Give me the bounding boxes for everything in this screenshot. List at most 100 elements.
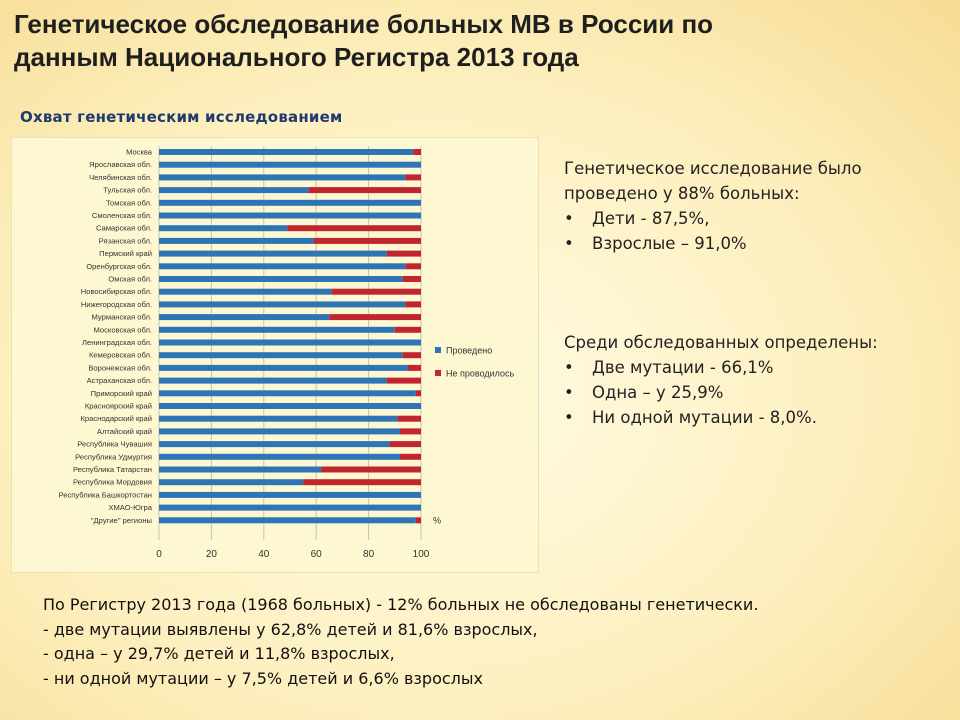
list-item: • Две мутации - 66,1% xyxy=(564,355,944,380)
bullet-icon: • xyxy=(564,209,574,228)
bar-segment xyxy=(402,352,421,359)
bar-segment xyxy=(405,263,421,270)
bar-segment xyxy=(415,517,421,524)
bar-segment xyxy=(159,517,416,524)
bar-segment xyxy=(159,377,387,384)
category-label: Новосибирская обл. xyxy=(81,287,152,296)
bar-segment xyxy=(159,225,288,232)
category-label: Самарская обл. xyxy=(96,224,152,233)
list-item: • Взрослые – 91,0% xyxy=(564,231,944,256)
category-label: Республика Чувашия xyxy=(77,440,152,449)
bar-segment xyxy=(159,288,332,295)
unit-label: % xyxy=(433,515,441,525)
category-label: Омская обл. xyxy=(108,275,152,284)
bar-segment xyxy=(159,149,414,155)
list-item-text: Дети - 87,5%, xyxy=(592,209,710,228)
x-tick-label: 20 xyxy=(206,549,218,560)
bar-segment xyxy=(400,428,421,435)
bar-segment xyxy=(287,225,421,232)
bar-segment xyxy=(159,276,403,282)
list-item: • Дети - 87,5%, xyxy=(564,206,944,231)
list-item-text: Одна – у 25,9% xyxy=(592,383,724,402)
category-label: Ленинградская обл. xyxy=(82,338,152,347)
bar-segment xyxy=(415,390,421,397)
bar-segment xyxy=(303,479,421,486)
registry-note-line: - одна – у 29,7% детей и 11,8% взрослых, xyxy=(43,644,395,663)
bar-segment xyxy=(159,250,387,257)
bar-segment xyxy=(159,390,416,397)
stacked-bar-chart: Москва Ярославская обл. Челябинская обл. Ту… xyxy=(59,146,515,560)
category-label: Приморский край xyxy=(91,389,152,398)
category-label: Томская обл. xyxy=(106,198,152,207)
bar-segment xyxy=(389,441,421,448)
bar-segment xyxy=(159,237,314,244)
x-tick-label: 100 xyxy=(413,549,430,560)
bar-segment xyxy=(159,314,330,321)
registry-note-line: - ни одной мутации – у 7,5% детей и 6,6%… xyxy=(43,668,483,688)
x-tick-label: 80 xyxy=(363,549,375,560)
bar-segment xyxy=(159,453,401,460)
bar-segment xyxy=(405,301,421,308)
bar-segment xyxy=(402,276,421,282)
category-label: Республика Татарстан xyxy=(73,465,152,474)
category-label: Республика Удмуртия xyxy=(75,452,152,461)
bar-segment xyxy=(405,174,421,181)
category-label: Смоленская обл. xyxy=(92,211,152,220)
bar-segment xyxy=(386,377,421,384)
list-item: • Ни одной мутации - 8,0%. xyxy=(564,405,944,430)
chart-heading: Охват генетическим исследованием xyxy=(20,108,343,126)
x-tick-label: 60 xyxy=(311,549,323,560)
bar-segment xyxy=(159,441,390,448)
slide-title-line-2: данным Национального Регистра 2013 года xyxy=(14,42,579,72)
coverage-summary: Генетическое исследование было проведено… xyxy=(564,156,944,256)
category-label: Оренбургская обл. xyxy=(86,262,152,271)
list-item-text: Две мутации - 66,1% xyxy=(592,358,774,377)
bar-segment xyxy=(159,479,304,486)
bullet-icon: • xyxy=(564,358,574,377)
bar-segment xyxy=(407,364,421,371)
category-label: Кемеровская обл. xyxy=(89,351,152,360)
category-label: Ярославская обл. xyxy=(89,160,152,169)
legend-label: Проведено xyxy=(446,346,492,356)
category-label: Нижегородская обл. xyxy=(81,300,152,309)
list-item-text: Взрослые – 91,0% xyxy=(592,234,747,253)
bar-segment xyxy=(397,415,421,422)
category-label: Московская обл. xyxy=(93,325,152,334)
category-label: Краснодарский край xyxy=(80,414,152,423)
bar-segment xyxy=(308,187,421,194)
bar-segment xyxy=(159,301,406,308)
legend-swatch xyxy=(435,347,441,353)
bar-segment xyxy=(159,212,421,219)
bar-segment xyxy=(329,314,421,321)
category-label: Алтайский край xyxy=(97,427,152,436)
x-tick-label: 0 xyxy=(156,549,162,560)
coverage-summary-line-1: Генетическое исследование было xyxy=(564,159,862,178)
mutation-summary-line-1: Среди обследованных определены: xyxy=(564,333,878,352)
coverage-summary-line-2: проведено у 88% больных: xyxy=(564,184,800,203)
bar-segment xyxy=(159,403,421,409)
bullet-icon: • xyxy=(564,408,574,427)
bullet-icon: • xyxy=(564,383,574,402)
bar-segment xyxy=(394,326,421,333)
slide-title-line-1: Генетическое обследование больных МВ в Р… xyxy=(14,9,714,39)
category-label: Тульская обл. xyxy=(103,186,152,195)
category-label: ХМАО-Югра xyxy=(108,503,152,512)
bar-segment xyxy=(159,352,403,359)
bar-segment xyxy=(159,263,406,270)
category-label: Москва xyxy=(126,148,153,157)
chart-panel: Москва Ярославская обл. Челябинская обл. Ту… xyxy=(11,137,539,573)
registry-notes: По Регистру 2013 года (1968 больных) - 1… xyxy=(43,593,943,691)
category-label: Республика Башкортостан xyxy=(59,490,152,499)
bar-segment xyxy=(159,415,398,422)
category-label: Мурманская обл. xyxy=(92,313,153,322)
registry-note-line: По Регистру 2013 года (1968 больных) - 1… xyxy=(43,595,759,614)
bar-segment xyxy=(413,149,421,155)
bar-segment xyxy=(159,187,309,194)
legend-swatch xyxy=(435,370,441,376)
category-label: Челябинская обл. xyxy=(89,173,152,182)
bar-segment xyxy=(313,237,421,244)
bar-segment xyxy=(159,466,322,473)
mutation-summary: Среди обследованных определены: • Две му… xyxy=(564,330,944,430)
category-label: Красноярский край xyxy=(85,402,152,411)
legend-label: Не проводилось xyxy=(446,369,515,379)
